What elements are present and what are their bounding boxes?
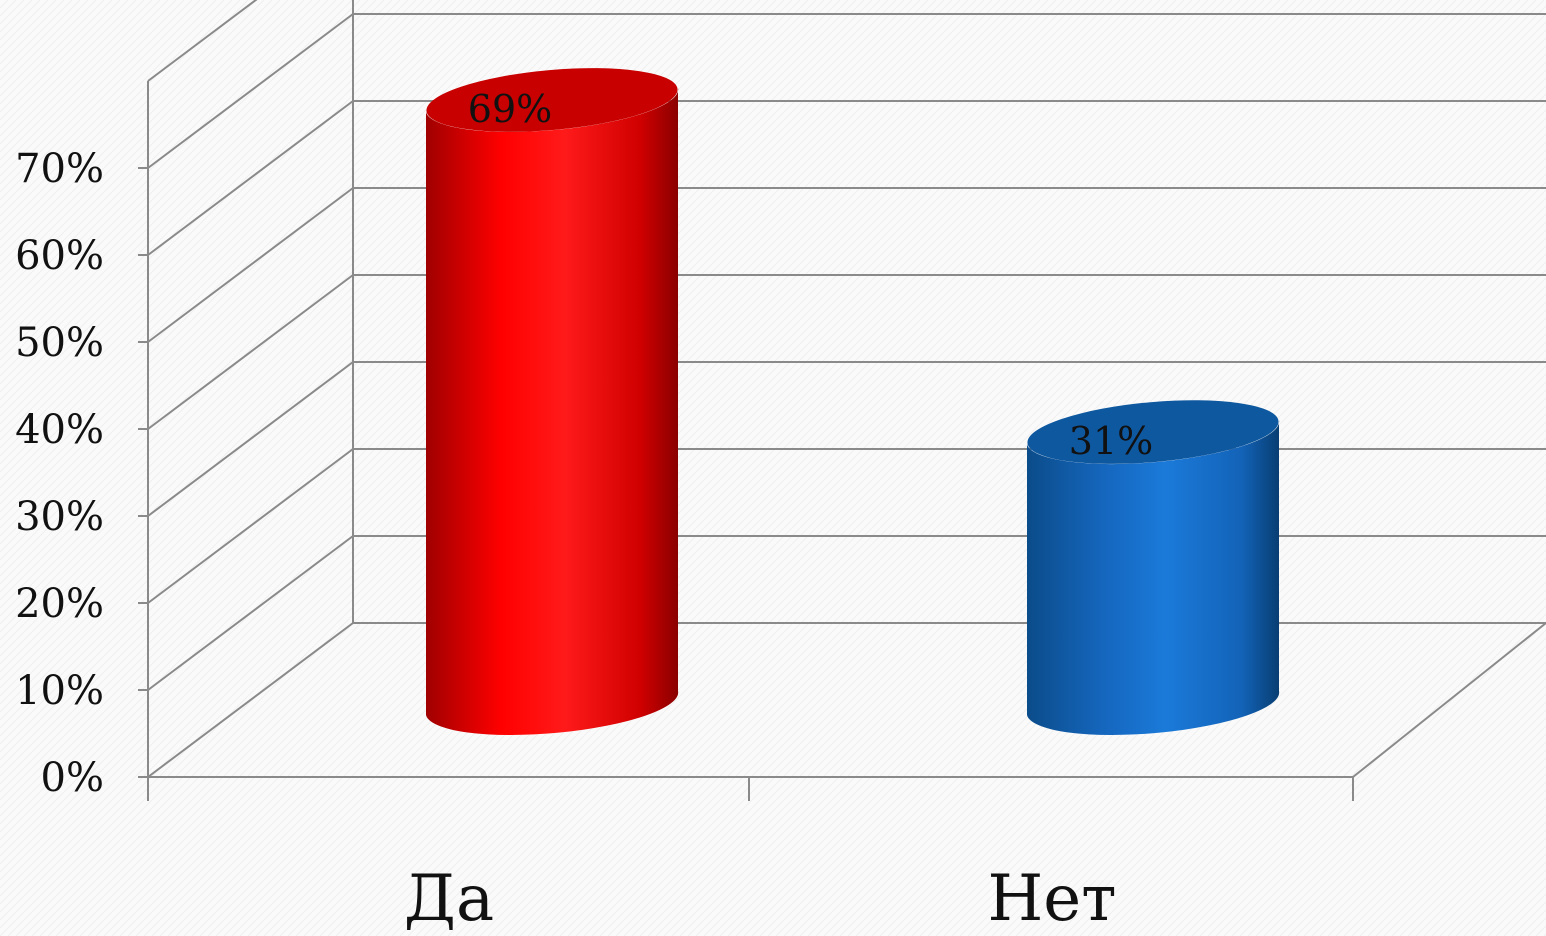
gridline-side — [147, 0, 258, 82]
y-tick-label: 40% — [15, 407, 104, 453]
bar-body — [426, 88, 679, 735]
labels: 0% 10% 20% 30% 40% 50% 60% 70% 69% Да 31% Нет — [15, 87, 1153, 936]
y-tick-label: 20% — [15, 581, 104, 627]
gridline-side — [147, 361, 354, 517]
bars — [426, 68, 1280, 735]
gridline-side — [147, 100, 354, 256]
y-tick-label: 30% — [15, 494, 104, 540]
y-tick-label: 70% — [15, 146, 104, 192]
gridline-side — [147, 274, 354, 430]
gridline-side — [147, 13, 354, 169]
x-category-label: Нет — [987, 862, 1116, 936]
bar-top — [426, 68, 678, 132]
y-tick-label: 50% — [15, 320, 104, 366]
x-category-label: Да — [404, 862, 494, 936]
floor-right-edge — [1352, 622, 1546, 778]
data-label: 69% — [468, 87, 552, 131]
gridline-side — [147, 448, 354, 604]
y-tick-label: 60% — [15, 233, 104, 279]
bar-body — [1027, 420, 1280, 735]
bar-Нет — [1027, 400, 1280, 735]
gridline-side — [147, 535, 354, 691]
y-tick-label: 0% — [41, 755, 104, 801]
gridline-side — [147, 187, 354, 343]
axes — [138, 81, 1354, 801]
bar-Да — [426, 68, 679, 735]
bar-top — [1027, 400, 1279, 464]
gridline-side — [147, 622, 354, 778]
y-tick-label: 10% — [15, 668, 104, 714]
data-label: 31% — [1069, 419, 1153, 463]
